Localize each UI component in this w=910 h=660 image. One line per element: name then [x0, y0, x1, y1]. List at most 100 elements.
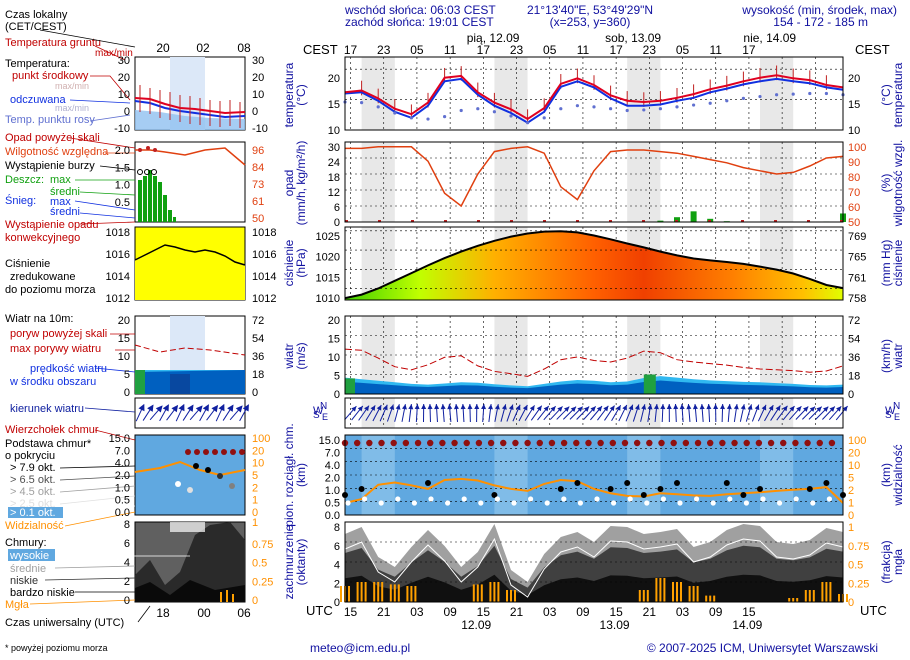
mini-local-tick: 08 — [237, 41, 251, 55]
fog-bar — [825, 582, 828, 602]
legend-rain-max: max — [50, 174, 71, 186]
wind-arrow — [460, 403, 466, 423]
dew-point-dot — [376, 105, 380, 109]
cloud-top-dot — [573, 439, 580, 447]
rain-bar — [690, 211, 697, 222]
mini-tick: 5 — [124, 369, 130, 381]
dew-point-dot — [824, 91, 829, 96]
y-tick: 1020 — [316, 252, 340, 264]
wind-arrow — [789, 405, 802, 421]
legend-cloud-base-2: o pokryciu — [5, 450, 55, 462]
wind-arrow — [713, 403, 719, 423]
y-tick: 100 — [848, 142, 866, 154]
legend-cloud-top: Wierzchołek chmur — [5, 424, 99, 436]
wind-arrow — [751, 404, 760, 422]
wind-arrow — [518, 404, 528, 422]
mini-temp-error-bars — [139, 85, 241, 128]
mini-wind-arrow — [182, 404, 194, 421]
wind-arrow — [401, 404, 407, 422]
y-tick: 761 — [848, 272, 866, 284]
footer-email[interactable]: meteo@icm.edu.pl — [310, 641, 410, 655]
mini-tick: 1016 — [252, 249, 276, 261]
cloud-top-dot — [536, 439, 543, 447]
mini-wind-arrow — [199, 404, 209, 422]
wind-strong-band — [345, 378, 355, 394]
mini-wind-arrow — [239, 404, 249, 422]
mini-tick: 7.0 — [115, 445, 130, 457]
cest-tick: 17 — [477, 43, 491, 57]
legend-gust-max: max porywy wiatru — [10, 343, 101, 355]
wind-arrow — [770, 405, 781, 421]
cloud-top-dot — [609, 439, 617, 447]
cloud-top-dot — [414, 439, 422, 447]
pressure-axis-unit-right: (mm Hg) — [879, 240, 893, 287]
cloud-base-dot — [723, 480, 730, 486]
utc-tick: 15 — [344, 605, 358, 619]
y-tick: 1 — [848, 522, 854, 534]
night-band — [760, 398, 794, 428]
mini-wind-arrows — [135, 403, 249, 422]
mini-tick: 10 — [118, 351, 130, 363]
cloud-top-dot — [719, 439, 726, 447]
mini-wind-arrow — [189, 405, 203, 421]
fog-bar — [646, 590, 649, 602]
cloud-very-low-area — [345, 574, 843, 602]
fog-bar — [356, 582, 359, 602]
cest-tick: 17 — [344, 43, 358, 57]
wind-arrow — [583, 406, 597, 420]
legend-snow: Śnieg: — [5, 194, 36, 207]
wind-arrow — [679, 403, 685, 423]
mini-tick: -10 — [114, 123, 130, 135]
temp-axis-title: temperatura — [282, 62, 296, 127]
fog-bar — [838, 594, 840, 602]
cloud-base-dot — [624, 480, 631, 486]
legend-local-time-zone: (CET/CEST) — [5, 21, 67, 33]
cloud-base-dot-thin — [810, 500, 816, 506]
wind-arrow — [440, 403, 446, 423]
dew-point-dot — [409, 116, 413, 120]
sunset-text: zachód słońca: 19:01 CEST — [345, 15, 494, 29]
y-tick: 20 — [328, 315, 340, 327]
legend-local-time: Czas lokalny — [5, 9, 68, 21]
compass-right-e: E — [894, 412, 900, 422]
y-tick: 0 — [848, 510, 854, 522]
wind-arrow — [543, 405, 556, 421]
fog-bar — [414, 586, 417, 602]
mini-tick: 72 — [252, 315, 264, 327]
fog-bar — [489, 582, 492, 602]
mini-tick: 8 — [124, 519, 130, 531]
night-band — [627, 398, 661, 428]
legend-perceived-minmax: max/min — [55, 103, 89, 113]
mini-tick: 1 — [252, 495, 258, 507]
cloud-base-dot-thin — [644, 500, 650, 506]
mini-cloud-top-dots — [185, 449, 245, 455]
y-tick: 10 — [848, 125, 860, 137]
y-tick: 30 — [328, 142, 340, 154]
mini-tick: 1012 — [252, 293, 276, 305]
night-band — [494, 142, 528, 222]
wind-arrow — [394, 404, 401, 422]
cest-tick: 23 — [377, 43, 391, 57]
dew-point-dot — [609, 107, 613, 111]
legend-snow-avg: średni — [50, 206, 80, 218]
pressure-axis-title: ciśnienie — [282, 239, 296, 286]
panel-frame — [344, 521, 844, 603]
mini-tick: 20 — [118, 72, 130, 84]
fog-bar — [846, 594, 848, 602]
cloud-base-dot-thin — [528, 496, 534, 502]
cloud-top-dot — [633, 439, 641, 447]
visibility-axis-title: widzialność — [891, 444, 905, 506]
y-tick: 15 — [848, 99, 860, 111]
wind-arrow — [556, 406, 570, 420]
mini-tick: 1014 — [106, 271, 130, 283]
wind-axis-title: wiatr — [282, 343, 296, 369]
cloud-base-dot-thin — [345, 500, 351, 506]
mini-tick: 30 — [252, 55, 264, 67]
fog-bar — [642, 590, 645, 602]
fog-bar — [659, 578, 662, 602]
mini-wind-arrow — [215, 403, 225, 422]
coords-text: 21°13'40"E, 53°49'29"N — [527, 3, 653, 17]
mini-tick: 1014 — [252, 271, 276, 283]
utc-tick: 15 — [609, 605, 623, 619]
wind-arrow — [414, 403, 420, 423]
